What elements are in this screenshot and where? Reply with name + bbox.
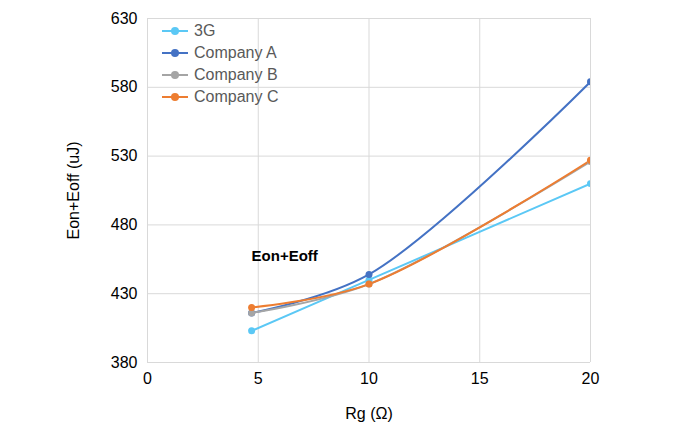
svg-text:15: 15: [471, 370, 489, 387]
svg-text:580: 580: [111, 78, 138, 95]
svg-text:0: 0: [143, 370, 152, 387]
svg-text:530: 530: [111, 147, 138, 164]
svg-text:20: 20: [582, 370, 600, 387]
html-text:Company A: Company A: [194, 44, 277, 61]
svg-text:380: 380: [111, 354, 138, 371]
svg-text:10: 10: [360, 370, 378, 387]
html-text:Company B: Company B: [194, 66, 278, 83]
svg-text:5: 5: [254, 370, 263, 387]
html-text:3G: 3G: [194, 22, 216, 39]
svg-text:Eon+Eoff: Eon+Eoff: [252, 247, 319, 264]
svg-text:480: 480: [111, 216, 138, 233]
html-text:Company C: Company C: [194, 88, 279, 105]
svg-text:430: 430: [111, 285, 138, 302]
svg-text:Rg (Ω): Rg (Ω): [345, 405, 393, 422]
svg-text:630: 630: [111, 10, 138, 27]
svg-text:Eon+Eoff (uJ): Eon+Eoff (uJ): [65, 142, 82, 240]
